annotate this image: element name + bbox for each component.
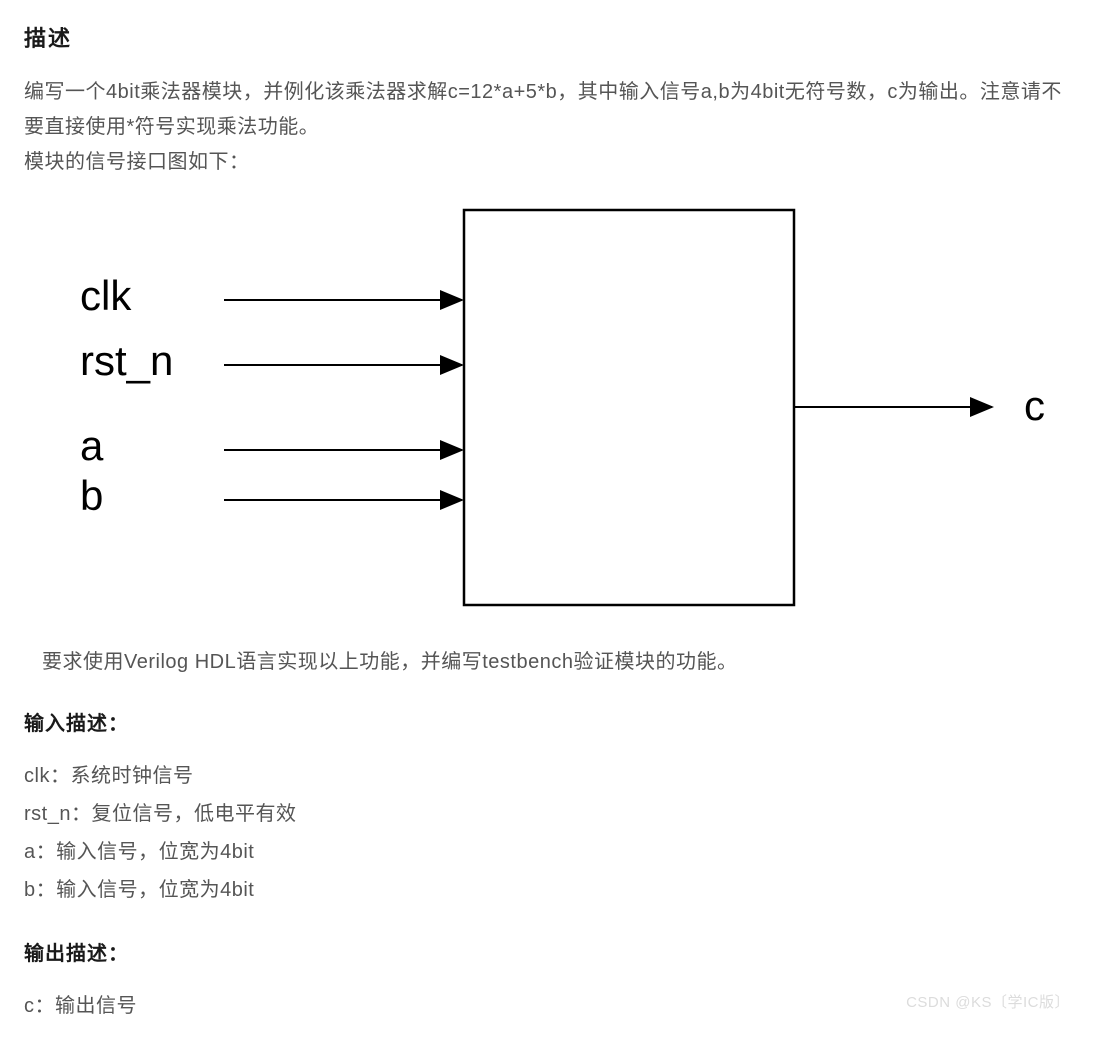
description-paragraph-1: 编写一个4bit乘法器模块，并例化该乘法器求解c=12*a+5*b，其中输入信号…	[24, 75, 1074, 145]
page-heading: 描述	[24, 20, 1074, 57]
input-items-list: clk：系统时钟信号rst_n：复位信号，低电平有效a：输入信号，位宽为4bit…	[24, 757, 1074, 909]
output-section-title: 输出描述：	[24, 937, 1074, 971]
output-label-c: c	[1024, 382, 1045, 429]
block-diagram: clk rst_nab c	[24, 200, 1074, 631]
module-box	[464, 210, 794, 605]
requirement-text: 要求使用Verilog HDL语言实现以上功能，并编写testbench验证模块…	[24, 645, 1074, 679]
input-item: b：输入信号，位宽为4bit	[24, 871, 1074, 909]
input-label-a: a	[80, 422, 104, 469]
output-items-list: c：输出信号	[24, 987, 1074, 1025]
input-label-clk: clk	[80, 272, 132, 319]
description-paragraph-2: 模块的信号接口图如下：	[24, 145, 1074, 180]
input-label-b: b	[80, 472, 103, 519]
input-item: a：输入信号，位宽为4bit	[24, 833, 1074, 871]
diagram-svg: clk rst_nab c	[24, 200, 1074, 620]
input-item: clk：系统时钟信号	[24, 757, 1074, 795]
output-item: c：输出信号	[24, 987, 1074, 1025]
input-section-title: 输入描述：	[24, 707, 1074, 741]
input-label-rst_n: rst_n	[80, 337, 173, 384]
input-item: rst_n：复位信号，低电平有效	[24, 795, 1074, 833]
